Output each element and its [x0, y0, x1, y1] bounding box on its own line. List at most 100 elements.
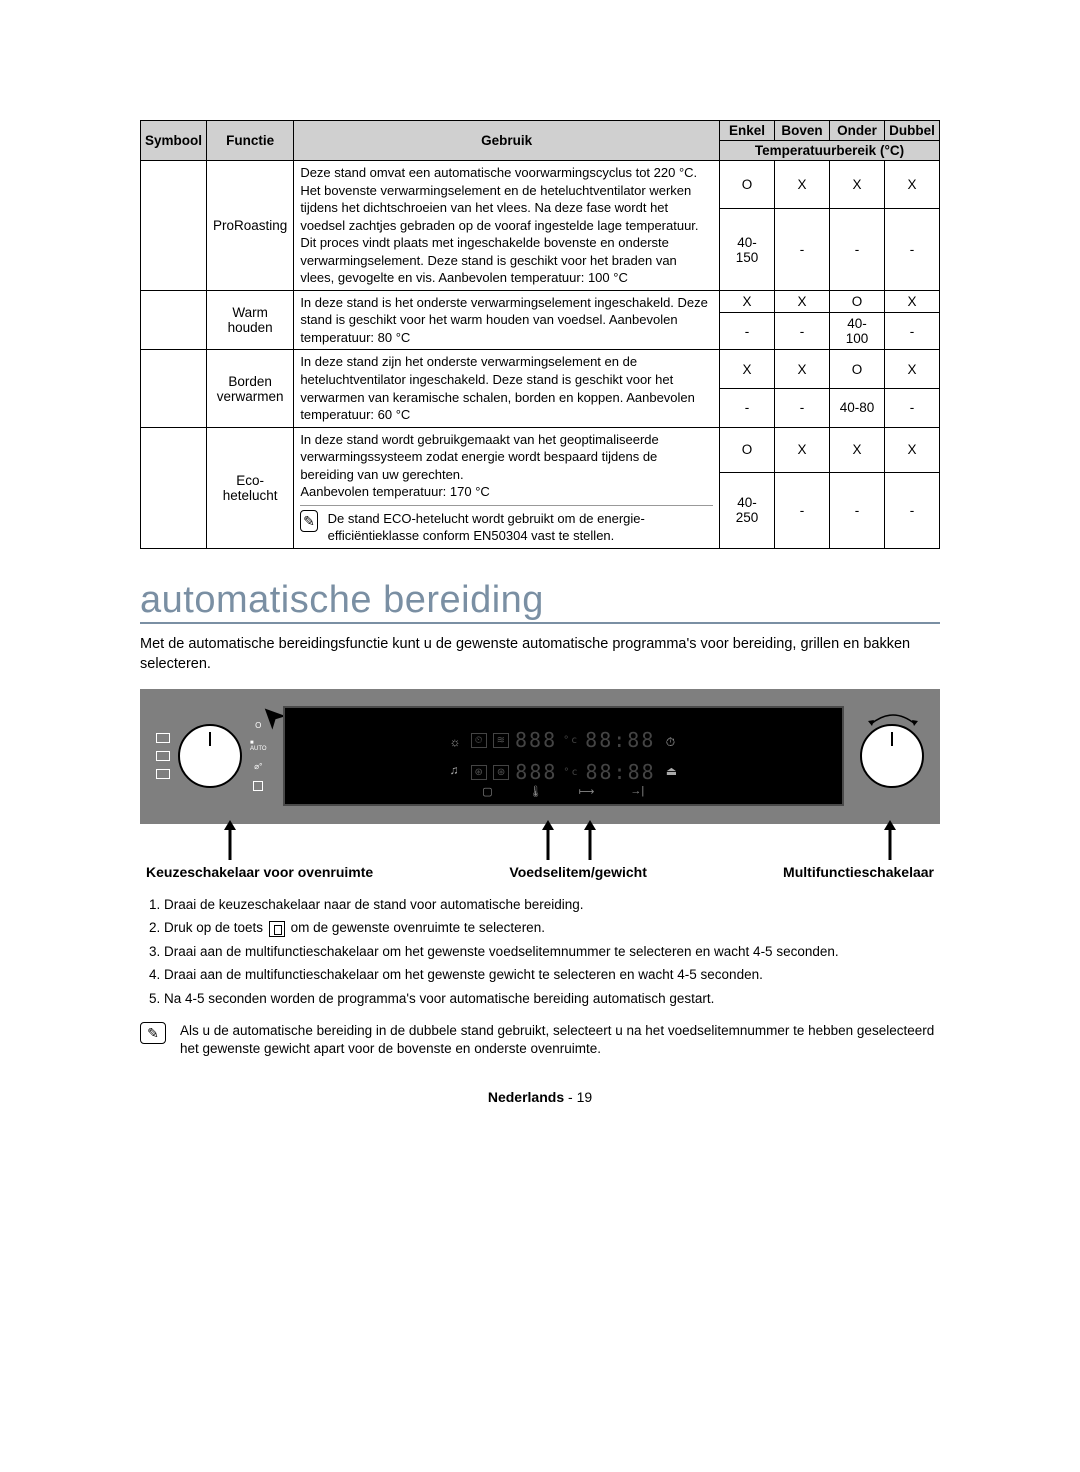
step-4: Draai aan de multifunctieschakelaar om h…: [164, 964, 940, 986]
deg-1: °c: [563, 735, 579, 746]
time-display-2: 88:88: [585, 760, 655, 784]
cell: X: [885, 427, 940, 472]
dial-arrow-icon: [866, 710, 920, 728]
clock-icon: ⏱: [666, 735, 677, 750]
functie-eco: Eco-hetelucht: [207, 427, 294, 548]
lock-icon: ⏏: [666, 764, 677, 778]
arrow-up-icon: [220, 820, 240, 860]
usage-borden: In deze stand zijn het onderste verwarmi…: [294, 350, 720, 427]
heat-top-icon: ≋: [493, 733, 509, 748]
header-gebruik: Gebruik: [294, 121, 720, 161]
steps-list: Draai de keuzeschakelaar naar de stand v…: [164, 894, 940, 1010]
arrow-up-icon: [880, 820, 900, 860]
cell: -: [885, 472, 940, 548]
note-icon: ✎: [300, 510, 317, 532]
cell: X: [775, 161, 830, 209]
time-display-1: 88:88: [585, 728, 655, 752]
note-icon: ✎: [140, 1022, 166, 1044]
arrow-up-icon: [580, 820, 600, 860]
cell: O: [830, 290, 885, 312]
cell: 40-250: [720, 472, 775, 548]
functie-warmhouden: Warm houden: [207, 290, 294, 350]
cell: O: [720, 161, 775, 209]
cell: -: [720, 389, 775, 428]
control-labels: Keuzeschakelaar voor ovenruimte Voedseli…: [140, 864, 940, 880]
note-text: Als u de automatische bereiding in de du…: [180, 1022, 940, 1060]
symbol-proroasting: [141, 161, 207, 291]
left-dial-icons-left: [156, 733, 170, 779]
light-icon: ☼: [450, 735, 461, 749]
heat-bot-icon: ⊛: [493, 765, 509, 780]
cell: X: [885, 161, 940, 209]
cell: 40-150: [720, 209, 775, 290]
usage-eco-note: De stand ECO-hetelucht wordt gebruikt om…: [328, 510, 713, 545]
cell: -: [830, 472, 885, 548]
cell: X: [885, 350, 940, 389]
oven-cavity-icon: ▢: [482, 785, 492, 798]
temp-icon: 🌡: [529, 785, 543, 798]
control-panel: ➤ O ■AUTO ⌀° ☼ ♫ ⏲ ≋ 888 °c 88:88 ⊛: [140, 689, 940, 824]
cell: -: [775, 209, 830, 290]
cell: X: [830, 161, 885, 209]
display-panel: ☼ ♫ ⏲ ≋ 888 °c 88:88 ⊛ ⊛ 888 °c 88:88 ⏱ …: [283, 706, 844, 806]
duration-icon: ⟼: [579, 785, 595, 798]
cell: -: [775, 389, 830, 428]
usage-warmhouden: In deze stand is het onderste verwarming…: [294, 290, 720, 350]
bell-icon: ♫: [450, 763, 461, 777]
header-enkel: Enkel: [720, 121, 775, 141]
label-multi: Multifunctieschakelaar: [783, 864, 934, 880]
cell: -: [885, 313, 940, 350]
functie-borden: Borden verwarmen: [207, 350, 294, 427]
header-functie: Functie: [207, 121, 294, 161]
mode-selector-dial[interactable]: [178, 724, 242, 788]
cell: -: [885, 209, 940, 290]
label-voedsel: Voedselitem/gewicht: [509, 864, 646, 880]
cell: X: [720, 290, 775, 312]
cell: X: [775, 350, 830, 389]
header-temp-range: Temperatuurbereik (°C): [720, 141, 940, 161]
step-3: Draai aan de multifunctieschakelaar om h…: [164, 941, 940, 963]
cell: -: [720, 313, 775, 350]
step-2: Druk op de toets om de gewenste ovenruim…: [164, 917, 940, 939]
cell: X: [720, 350, 775, 389]
header-boven: Boven: [775, 121, 830, 141]
page-footer: Nederlands - 19: [140, 1089, 940, 1105]
cell: -: [775, 472, 830, 548]
header-onder: Onder: [830, 121, 885, 141]
cell: X: [830, 427, 885, 472]
temp-display-2: 888: [515, 760, 557, 784]
intro-text: Met de automatische bereidingsfunctie ku…: [140, 634, 940, 675]
header-dubbel: Dubbel: [885, 121, 940, 141]
symbol-borden: [141, 350, 207, 427]
symbol-warmhouden: [141, 290, 207, 350]
cell: X: [885, 290, 940, 312]
cell: O: [720, 427, 775, 472]
label-keuze: Keuzeschakelaar voor ovenruimte: [146, 864, 373, 880]
usage-proroasting: Deze stand omvat een automatische voorwa…: [294, 161, 720, 291]
symbol-eco: [141, 427, 207, 548]
footer-lang: Nederlands: [488, 1089, 564, 1105]
cell: -: [775, 313, 830, 350]
fan-icon: ⊛: [471, 765, 487, 780]
section-title: automatische bereiding: [140, 579, 940, 624]
usage-eco: In deze stand wordt gebruikgemaakt van h…: [294, 427, 720, 548]
deg-2: °c: [563, 767, 579, 778]
cell: X: [775, 427, 830, 472]
functions-table: Symbool Functie Gebruik Enkel Boven Onde…: [140, 120, 940, 549]
cell: 40-100: [830, 313, 885, 350]
multifunction-dial[interactable]: [860, 724, 924, 788]
cell: O: [830, 350, 885, 389]
end-icon: →|: [630, 785, 644, 798]
header-symbool: Symbool: [141, 121, 207, 161]
usage-eco-text: In deze stand wordt gebruikgemaakt van h…: [300, 431, 713, 501]
step-5: Na 4-5 seconden worden de programma's vo…: [164, 988, 940, 1010]
cell: -: [830, 209, 885, 290]
arrow-up-icon: [538, 820, 558, 860]
cavity-key-icon: [269, 921, 285, 937]
cell: X: [775, 290, 830, 312]
note-block: ✎ Als u de automatische bereiding in de …: [140, 1022, 940, 1060]
footer-page: 19: [577, 1089, 593, 1105]
timer-icon: ⏲: [471, 733, 487, 748]
functie-proroasting: ProRoasting: [207, 161, 294, 291]
step-1: Draai de keuzeschakelaar naar de stand v…: [164, 894, 940, 916]
